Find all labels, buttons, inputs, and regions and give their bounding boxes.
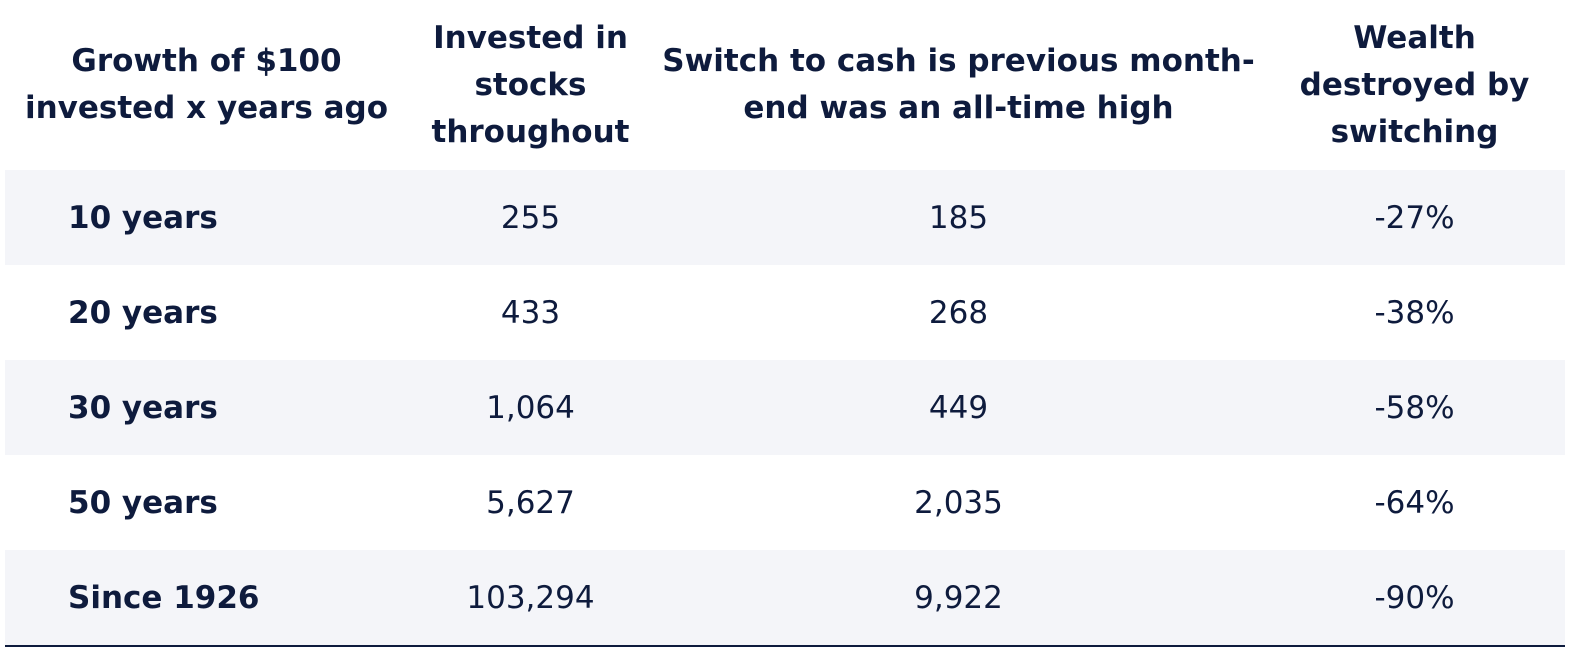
growth-table-container: Growth of $100 invested x years ago Inve… (5, 0, 1565, 647)
table-row: 30 years 1,064 449 -58% (5, 360, 1565, 455)
header-period: Growth of $100 invested x years ago (24, 43, 389, 126)
row-period-cell: 30 years (5, 360, 408, 455)
row-period-cell: 10 years (5, 170, 408, 265)
row-period-cell: 50 years (5, 455, 408, 550)
table-row: 20 years 433 268 -38% (5, 265, 1565, 360)
invested-cell: 103,294 (408, 550, 653, 647)
table-row: 50 years 5,627 2,035 -64% (5, 455, 1565, 550)
table-row: Since 1926 103,294 9,922 -90% (5, 550, 1565, 647)
switch-cell: 2,035 (653, 455, 1264, 550)
header-invested: Invested in stocks throughout (431, 19, 630, 150)
invested-cell: 1,064 (408, 360, 653, 455)
switch-cell: 185 (653, 170, 1264, 265)
header-destroyed: Wealth destroyed by switching (1299, 19, 1530, 150)
invested-cell: 255 (408, 170, 653, 265)
header-row: Growth of $100 invested x years ago Inve… (5, 0, 1565, 170)
destroyed-cell: -58% (1264, 360, 1565, 455)
switch-cell: 9,922 (653, 550, 1264, 647)
destroyed-cell: -64% (1264, 455, 1565, 550)
growth-table: Growth of $100 invested x years ago Inve… (5, 0, 1565, 647)
table-row: 10 years 255 185 -27% (5, 170, 1565, 265)
switch-cell: 449 (653, 360, 1264, 455)
invested-cell: 433 (408, 265, 653, 360)
row-period-cell: 20 years (5, 265, 408, 360)
header-switch: Switch to cash is previous month-end was… (662, 43, 1255, 126)
destroyed-cell: -90% (1264, 550, 1565, 647)
destroyed-cell: -27% (1264, 170, 1565, 265)
switch-cell: 268 (653, 265, 1264, 360)
row-period-cell: Since 1926 (5, 550, 408, 647)
destroyed-cell: -38% (1264, 265, 1565, 360)
invested-cell: 5,627 (408, 455, 653, 550)
